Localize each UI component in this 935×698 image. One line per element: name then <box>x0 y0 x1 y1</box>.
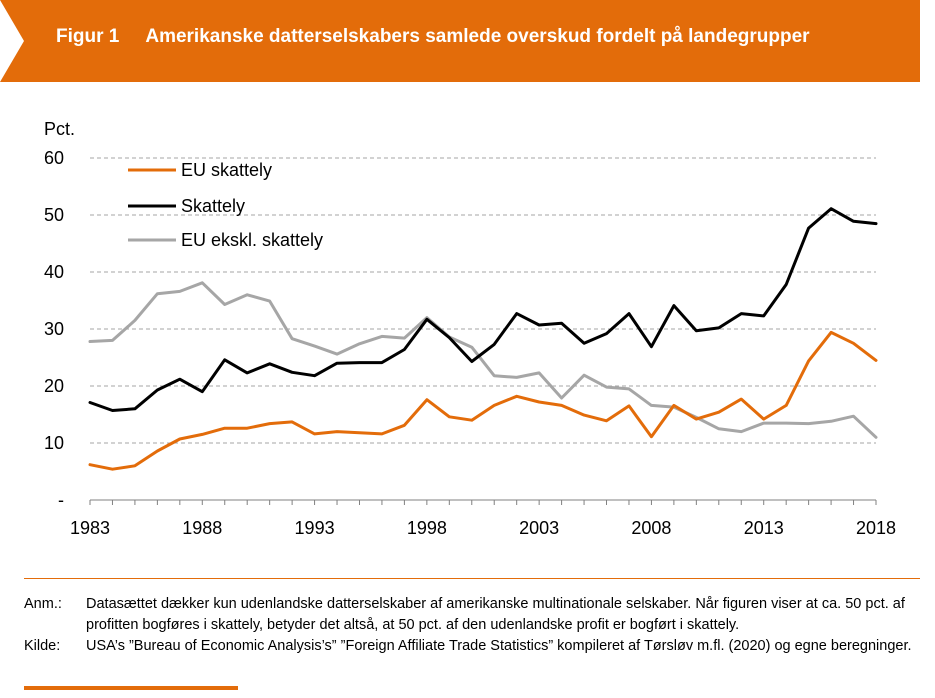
x-tick-label: 2003 <box>519 518 559 538</box>
axes: - 10 20 30 40 50 60 Pct. 1983 1988 1993 1998 2003 200… <box>44 119 896 538</box>
title-banner <box>0 0 920 82</box>
y-tick-label: 40 <box>44 262 64 282</box>
note-anm: Anm.: Datasættet dækker kun udenlandske … <box>24 594 924 636</box>
bottom-accent-bar <box>24 686 238 690</box>
note-anm-text: Datasættet dækker kun udenlandske datter… <box>86 596 905 633</box>
legend-label-0: EU skattely <box>181 160 272 180</box>
y-tick-label: 50 <box>44 205 64 225</box>
x-tick-label: 1998 <box>407 518 447 538</box>
legend: EU skattely Skattely EU ekskl. skattely <box>128 160 323 250</box>
note-kilde-label: Kilde: <box>24 638 61 654</box>
series-line-0 <box>88 330 878 471</box>
notes-divider <box>24 578 920 579</box>
y-tick-label: 10 <box>44 433 64 453</box>
y-tick-label: - <box>58 490 64 510</box>
x-tick-label: 2018 <box>856 518 896 538</box>
y-tick-label: 20 <box>44 376 64 396</box>
y-tick-label: 30 <box>44 319 64 339</box>
note-anm-label: Anm.: <box>24 596 62 612</box>
note-kilde: Kilde: USA’s ”Bureau of Economic Analysi… <box>24 636 924 657</box>
x-tick-label: 1993 <box>295 518 335 538</box>
grid-lines <box>90 157 876 444</box>
legend-label-2: EU ekskl. skattely <box>181 230 323 250</box>
figure-title-text: Amerikanske datterselskabers samlede ove… <box>145 26 810 47</box>
y-axis-label: Pct. <box>44 119 75 139</box>
x-tick-label: 1983 <box>70 518 110 538</box>
x-tick-label: 2013 <box>744 518 784 538</box>
legend-label-1: Skattely <box>181 196 245 216</box>
y-tick-label: 60 <box>44 148 64 168</box>
notes: Anm.: Datasættet dækker kun udenlandske … <box>24 594 924 657</box>
figure-label: Figur 1 <box>56 26 120 47</box>
series-line-1 <box>88 207 878 412</box>
x-tick-label: 2008 <box>631 518 671 538</box>
series-lines <box>88 207 878 471</box>
note-kilde-text: USA’s ”Bureau of Economic Analysis’s” ”F… <box>86 638 912 654</box>
x-tick-label: 1988 <box>182 518 222 538</box>
line-chart: - 10 20 30 40 50 60 Pct. 1983 1988 1993 1998 2003 200… <box>44 119 896 538</box>
figure-title: Figur 1 Amerikanske datterselskabers saml… <box>56 26 810 48</box>
series-line-2 <box>88 281 878 439</box>
